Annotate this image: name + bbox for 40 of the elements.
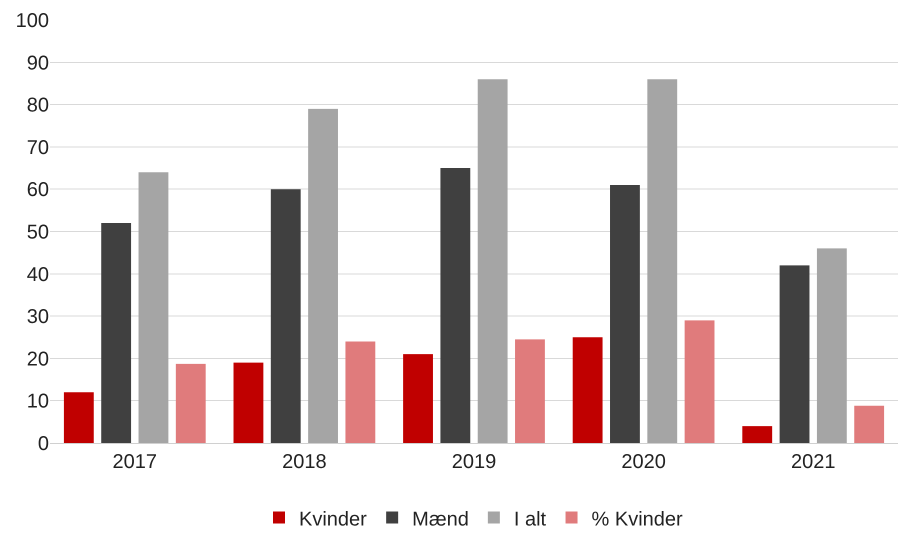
bar [440, 168, 470, 443]
y-tick-label: 90 [26, 52, 49, 74]
bar [572, 337, 603, 443]
bar [64, 392, 94, 443]
bar [234, 362, 264, 443]
legend-label: I alt [514, 508, 547, 530]
bar [684, 320, 714, 443]
x-tick-label: 2019 [452, 451, 496, 473]
legend-label: Mænd [412, 508, 469, 530]
bar [101, 223, 132, 443]
bar [308, 108, 338, 443]
x-tick-label: 2020 [621, 451, 666, 473]
bar [345, 341, 376, 443]
bar [138, 172, 168, 443]
bar [780, 265, 810, 443]
bar [647, 79, 678, 443]
bar [270, 189, 301, 443]
bar [742, 426, 772, 443]
bar [176, 364, 206, 443]
legend-label: Kvinder [299, 508, 368, 530]
bar [816, 248, 847, 443]
y-tick-label: 80 [26, 94, 49, 117]
bar [854, 406, 884, 443]
y-tick-label: 40 [26, 264, 49, 286]
y-tick-label: 60 [26, 179, 49, 202]
y-tick-label: 30 [26, 306, 49, 328]
bar [515, 339, 545, 443]
y-tick-label: 70 [26, 136, 49, 159]
y-tick-label: 0 [38, 433, 49, 455]
x-tick-label: 2021 [790, 451, 836, 473]
legend-label: % Kvinder [592, 508, 684, 530]
bar [478, 79, 508, 443]
x-tick-label: 2018 [282, 451, 327, 473]
y-tick-label: 50 [26, 222, 49, 244]
bar [403, 354, 433, 443]
bar [610, 184, 640, 443]
y-tick-label: 10 [26, 390, 49, 413]
y-tick-label: 20 [26, 348, 49, 370]
x-tick-label: 2017 [112, 451, 158, 473]
y-tick-label: 100 [16, 10, 49, 32]
